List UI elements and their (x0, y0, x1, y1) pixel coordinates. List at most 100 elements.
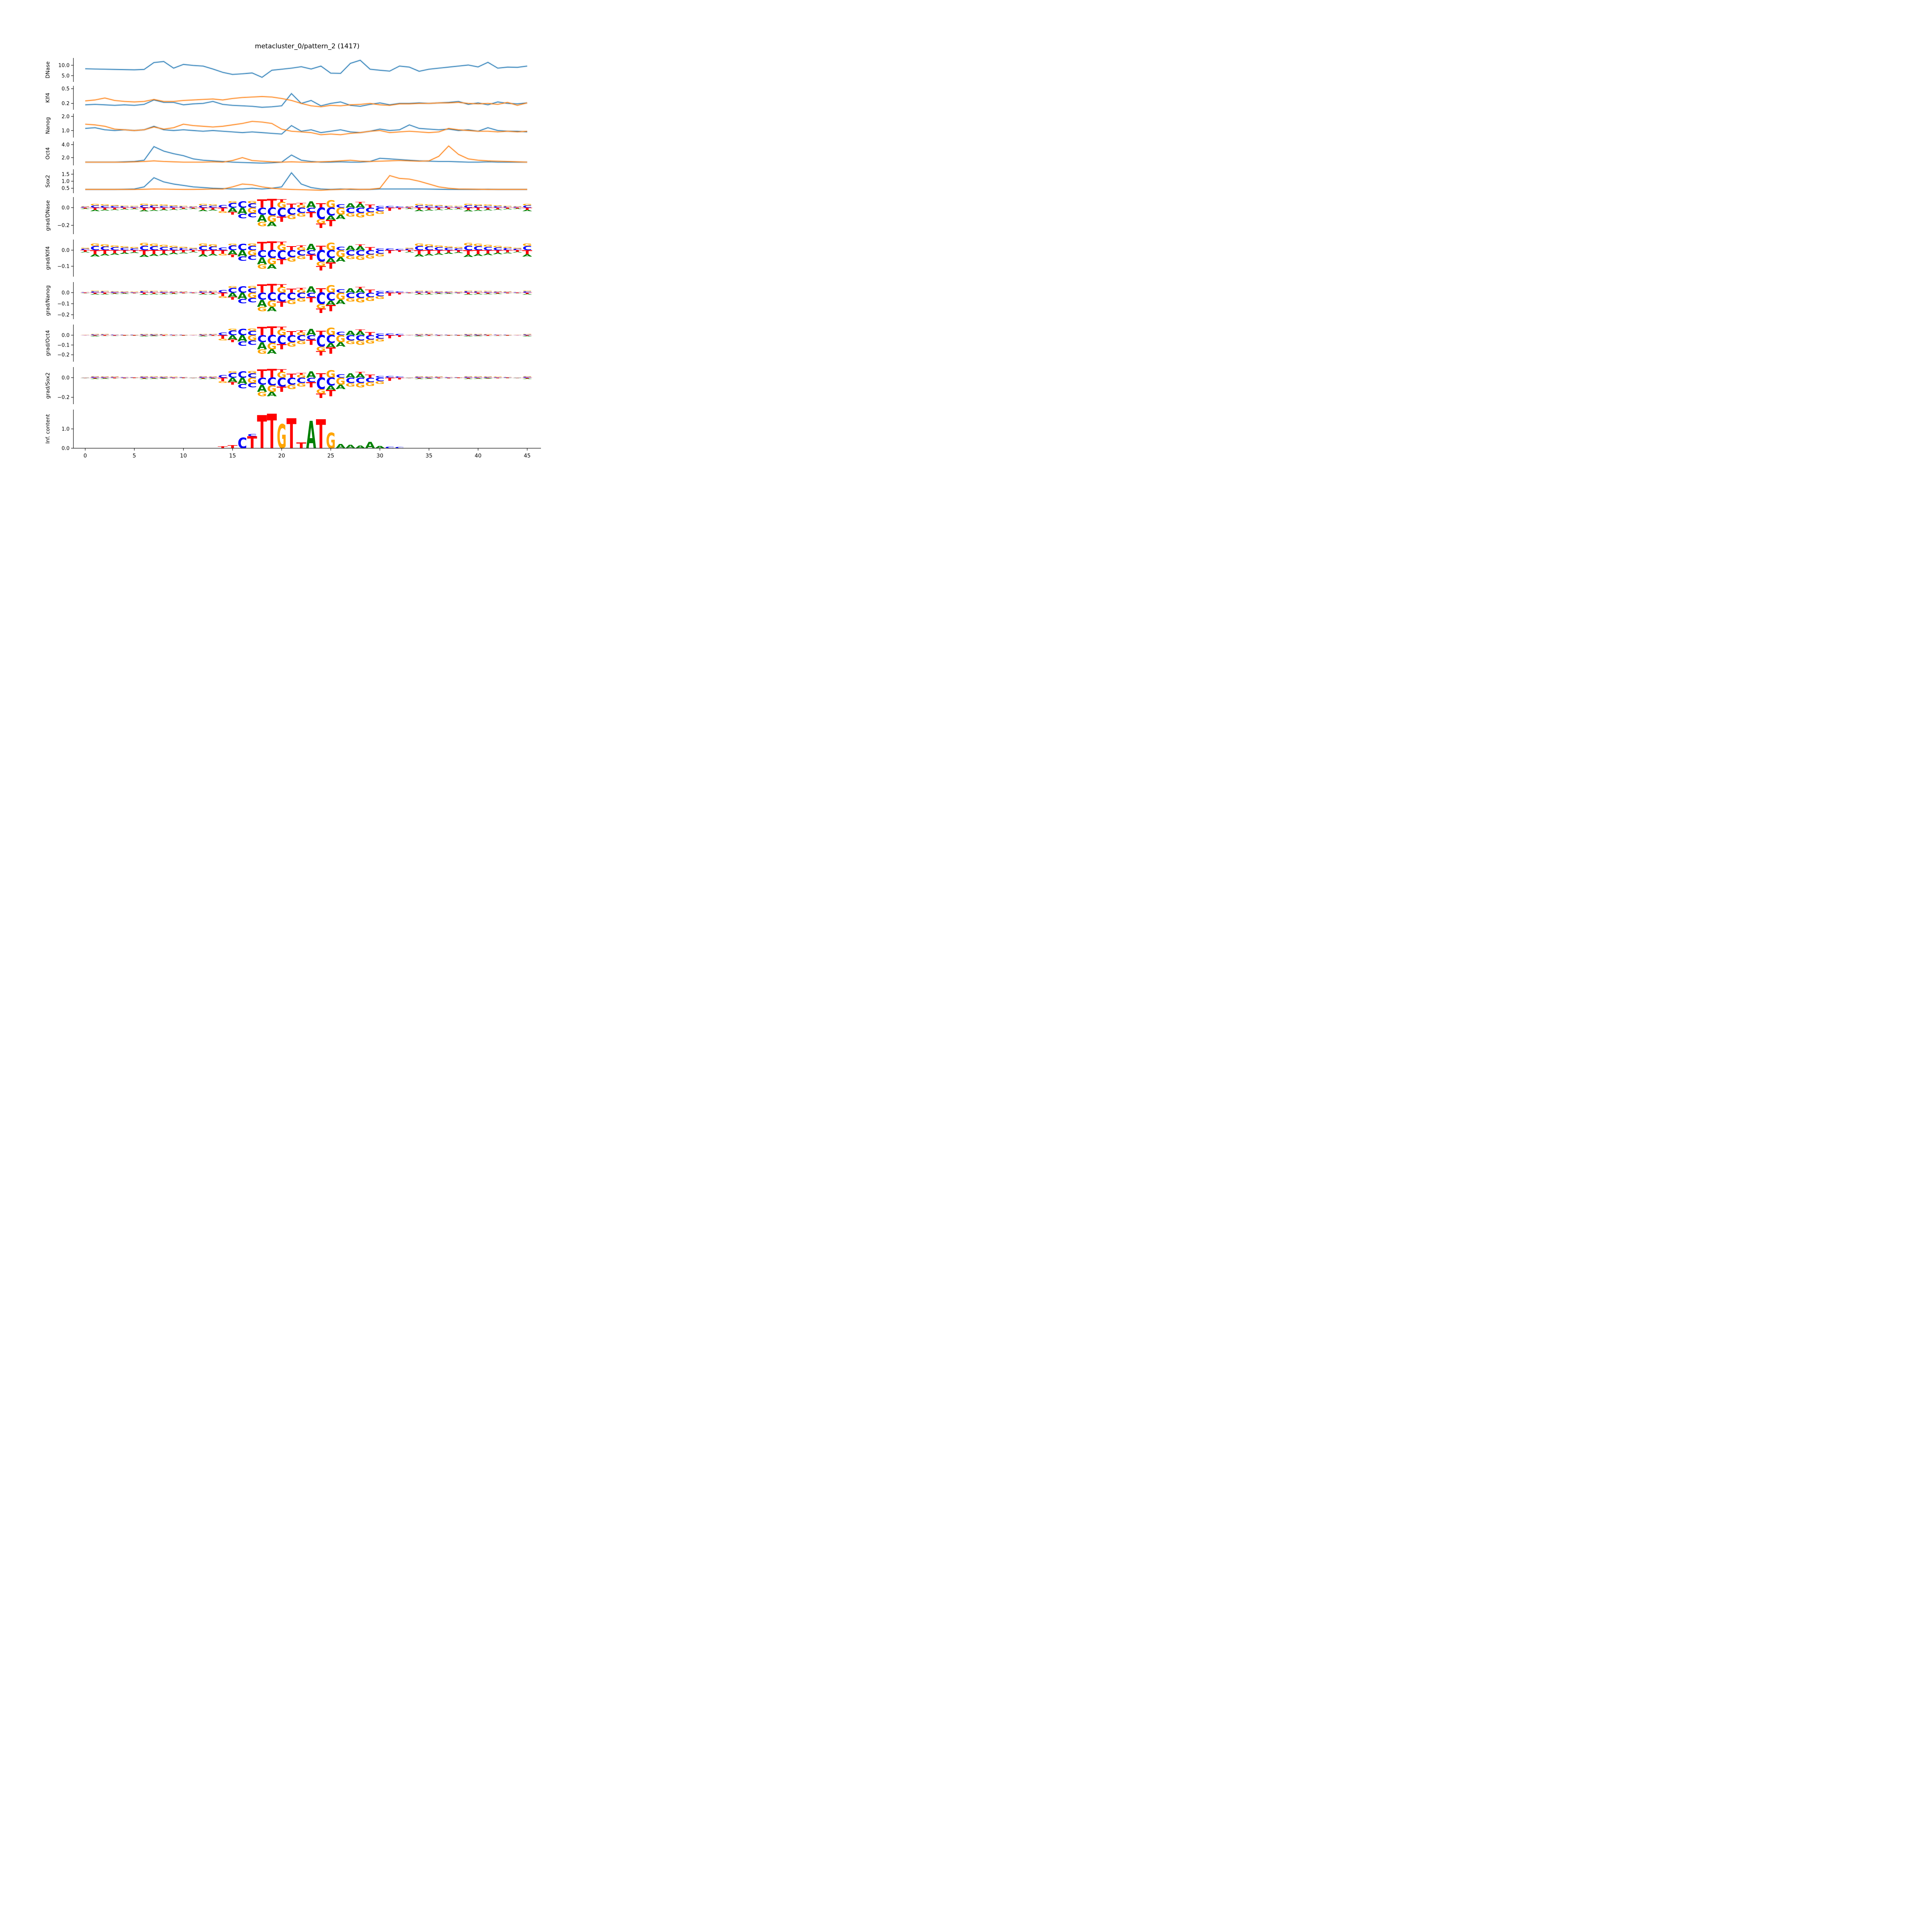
logo-letter: T (316, 222, 326, 229)
logo-letter: A (355, 203, 365, 209)
logo-letter: T (247, 434, 257, 452)
logo-letter: T (316, 350, 326, 357)
logo-letter: C (434, 246, 443, 251)
logo-letter: T (434, 207, 444, 210)
logo-letter: T (404, 250, 415, 253)
logo-letter: G (473, 291, 483, 292)
logo-letter: A (424, 253, 434, 257)
logo-letter: C (395, 206, 404, 208)
logo-letter: T (198, 207, 208, 211)
logo-letter: C (385, 376, 394, 378)
logo-letter: T (139, 249, 149, 256)
logo-letter: G (198, 243, 208, 247)
logo-letter: G (336, 248, 345, 260)
logo-letter: C (120, 206, 129, 208)
logo-letter: C (139, 245, 149, 252)
logo-letter: G (444, 291, 454, 292)
logo-letter: G (120, 246, 129, 248)
logo-letter: C (198, 376, 207, 378)
series-line (85, 145, 527, 163)
panel-ylabel-grad-nanog: grad/Nanog (45, 285, 51, 316)
logo-letter: C (415, 245, 424, 252)
logo-letter: C (228, 287, 237, 294)
logo-letter: G (463, 334, 473, 335)
logo-letter: G (493, 205, 503, 207)
logo-letter: G (287, 383, 296, 391)
y-tick-label: 1.0 (61, 128, 70, 134)
logo-letter: G (503, 206, 512, 207)
logo-letter: G (444, 205, 454, 206)
logo-letter: T (385, 249, 395, 254)
logo-letter: A (345, 245, 355, 252)
logo-letter: T (90, 335, 100, 336)
panel-ylabel-grad-dnase: grad/DNase (45, 200, 51, 231)
logo-letter: T (463, 335, 474, 336)
logo-letter: G (80, 377, 90, 378)
logo-letter: C (326, 206, 335, 218)
logo-letter: G (267, 214, 277, 224)
logo-letter: T (277, 199, 287, 203)
logo-letter: C (159, 334, 168, 335)
logo-letter: T (168, 335, 179, 336)
logo-letter: A (306, 414, 316, 457)
logo-letter: G (110, 245, 119, 248)
series-band (85, 59, 527, 79)
logo-letter: G (90, 334, 100, 335)
logo-letter: T (218, 446, 228, 449)
logo-letter: A (503, 335, 513, 336)
logo-letter: T (404, 207, 415, 209)
logo-letter: A (463, 294, 474, 295)
logo-letter: T (493, 335, 503, 336)
figure: metacluster_0/pattern_2 (1417) 5.0 10.0 DN… (0, 0, 603, 479)
logo-letter: T (414, 378, 425, 379)
logo-letter: T (257, 325, 267, 338)
logo-letter: A (208, 209, 218, 211)
logo-letter: G (277, 418, 286, 456)
logo-letter: C (366, 207, 375, 214)
logo-letter: C (405, 206, 414, 208)
logo-letter: C (297, 376, 306, 385)
logo-letter: G (120, 205, 129, 206)
logo-letter: A (454, 335, 464, 336)
series-band (85, 171, 527, 191)
panel-nanog: 1.0 2.0 Nanog (45, 114, 527, 138)
logo-letter: C (454, 377, 463, 378)
logo-letter: A (110, 253, 120, 255)
logo-letter: A (119, 335, 130, 336)
logo-letter: T (257, 197, 267, 211)
logo-letter: G (316, 388, 326, 395)
logo-letter: T (179, 335, 189, 336)
logo-letter: T (355, 287, 366, 289)
logo-letter: G (159, 244, 168, 247)
logo-letter: A (434, 209, 444, 211)
logo-letter: C (110, 206, 119, 208)
logo-letter: A (228, 292, 238, 299)
y-tick-label: −0.1 (57, 264, 70, 269)
logo-letter: C (179, 377, 188, 378)
logo-letter: G (424, 376, 434, 377)
logo-letter: A (444, 335, 454, 336)
logo-letter: C (375, 206, 384, 208)
logo-letter: C (464, 204, 473, 209)
logo-letter: T (355, 372, 366, 374)
logo-letter: T (316, 372, 326, 379)
logo-letter: T (149, 335, 159, 336)
logo-letter: G (139, 290, 149, 291)
logo-letter: C (395, 291, 404, 293)
logo-letter: T (365, 204, 375, 209)
logo-letter: G (296, 332, 306, 336)
logo-letter: C (503, 292, 512, 293)
logo-letter: T (286, 372, 297, 379)
logo-letter: T (365, 331, 375, 336)
logo-letter: C (189, 292, 198, 293)
panel-dnase: 5.0 10.0 DNase (45, 58, 527, 82)
logo-letter: A (80, 252, 91, 253)
logo-letter: A (522, 294, 533, 295)
logo-letter: G (257, 306, 267, 313)
logo-letter: A (434, 378, 444, 379)
logo-letter: C (169, 377, 178, 378)
logo-letter: G (149, 334, 159, 335)
logo-letter: C (316, 290, 325, 308)
logo-letter: G (159, 376, 168, 377)
